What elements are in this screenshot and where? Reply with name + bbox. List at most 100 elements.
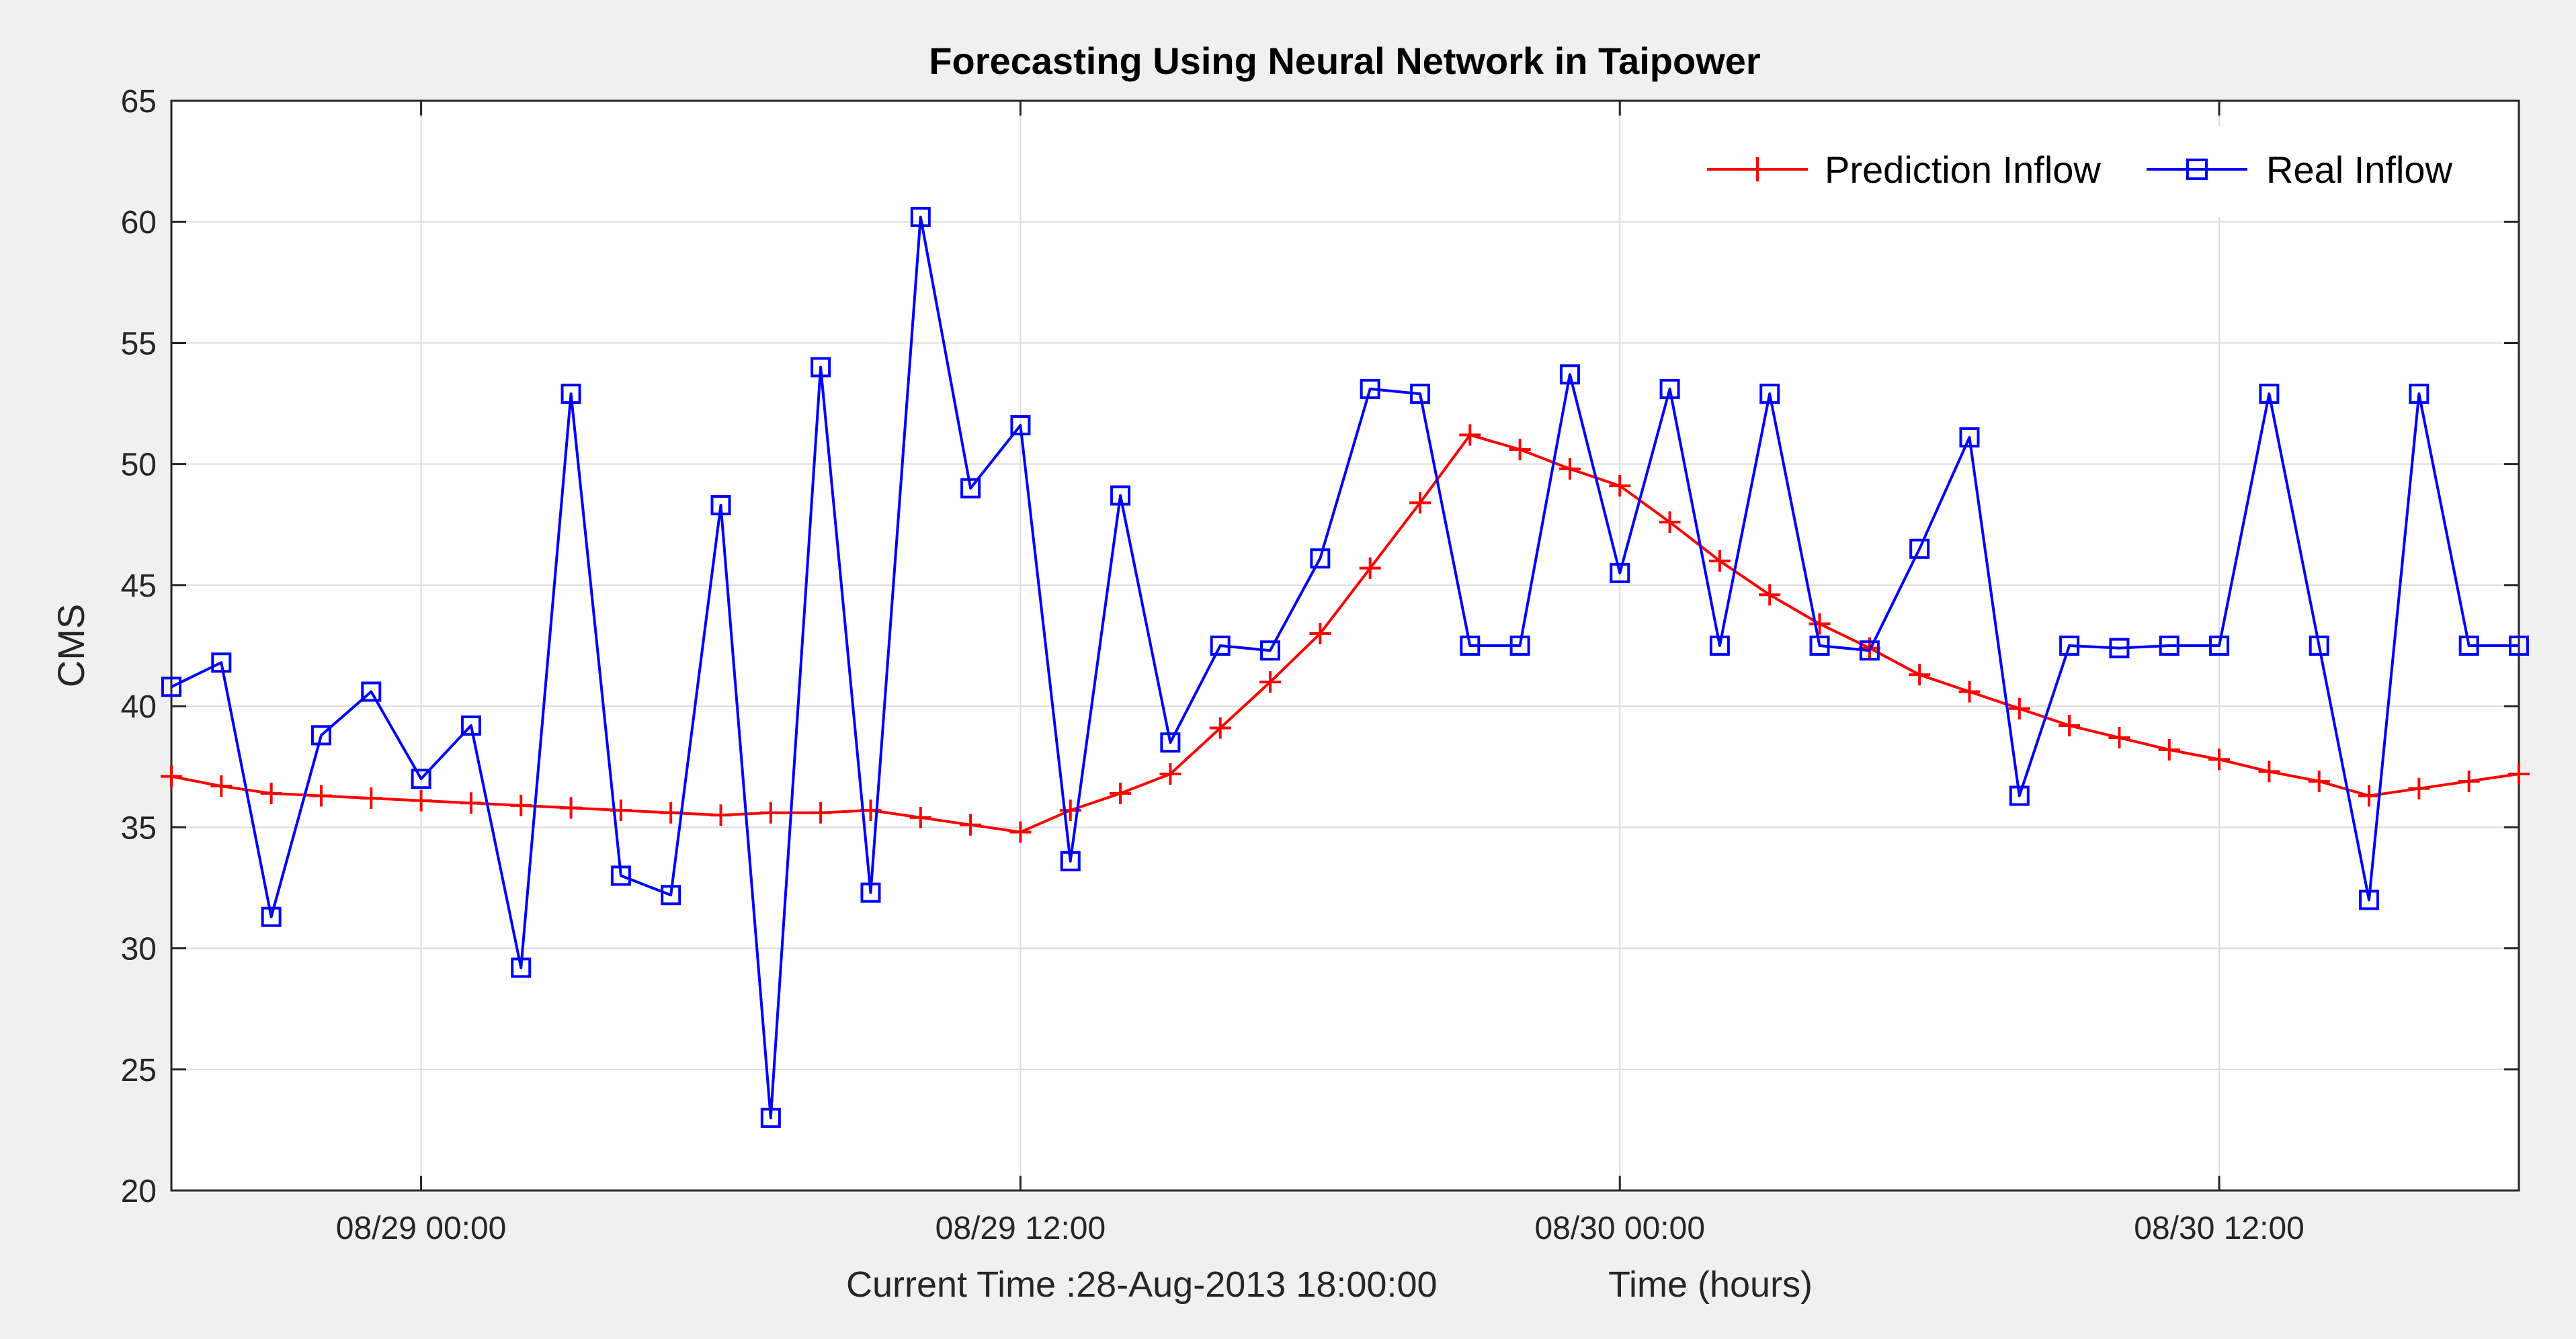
x-axis-label: Time (hours)	[1608, 1264, 1813, 1305]
legend-label-real: Real Inflow	[2266, 148, 2453, 191]
y-tick-label: 20	[121, 1174, 157, 1209]
data-point-square	[1110, 485, 1131, 506]
data-point-plus	[210, 775, 233, 797]
data-point-square	[2009, 785, 2030, 806]
data-point-plus	[2059, 714, 2081, 736]
data-point-plus	[2158, 738, 2180, 761]
data-point-square	[811, 357, 831, 378]
data-point-plus	[759, 802, 782, 824]
data-point-plus	[1559, 458, 1581, 480]
data-point-plus	[1509, 439, 1531, 461]
data-point-square	[411, 769, 431, 789]
data-point-plus	[510, 794, 532, 816]
data-point-square	[211, 652, 232, 673]
data-point-square	[2409, 384, 2429, 404]
data-point-square	[1759, 384, 1780, 404]
data-point-plus	[2258, 761, 2280, 783]
data-point-square	[1260, 640, 1281, 661]
data-point-square	[1809, 636, 1830, 656]
data-point-plus	[360, 787, 382, 810]
data-point-plus	[310, 785, 332, 807]
legend-box	[1694, 126, 2493, 217]
data-point-plus	[1110, 782, 1132, 804]
x-tick-label: 08/29 12:00	[936, 1211, 1106, 1246]
data-point-square	[1959, 427, 1980, 448]
data-point-plus	[2358, 785, 2380, 807]
data-point-square	[960, 478, 981, 499]
legend: Prediction Inflow Real Inflow	[1694, 126, 2493, 217]
data-point-plus	[1359, 557, 1381, 579]
series-layer	[161, 207, 2530, 1128]
data-point-square	[1559, 364, 1580, 385]
y-tick-label: 55	[121, 326, 157, 361]
data-point-square	[661, 885, 681, 906]
data-point-plus	[1708, 550, 1731, 572]
data-point-square	[1409, 384, 1430, 404]
data-point-square	[2359, 890, 2380, 910]
data-point-square	[310, 725, 331, 746]
y-tick-label: 45	[121, 568, 157, 604]
data-point-square	[1210, 636, 1231, 656]
data-point-plus	[1659, 511, 1681, 533]
legend-label-prediction: Prediction Inflow	[1825, 148, 2101, 191]
data-point-square	[710, 494, 731, 515]
data-point-square	[560, 384, 581, 404]
y-tick-label: 50	[121, 447, 157, 483]
data-point-square	[1610, 562, 1630, 583]
data-point-plus	[2208, 748, 2231, 771]
data-point-square	[2059, 636, 2080, 656]
data-point-square	[1010, 415, 1031, 435]
data-point-plus	[2108, 726, 2130, 748]
data-point-plus	[1209, 717, 1231, 739]
y-tick-label: 25	[121, 1053, 157, 1088]
data-point-square	[1460, 636, 1481, 656]
data-point-plus	[1409, 492, 1431, 514]
data-point-square	[2458, 636, 2479, 656]
data-point-plus	[1309, 622, 1331, 644]
data-point-plus	[2508, 763, 2530, 785]
data-point-plus	[909, 806, 931, 828]
data-point-square	[1859, 640, 1880, 661]
data-point-square	[1360, 378, 1380, 399]
data-point-square	[610, 865, 631, 886]
data-point-plus	[2008, 697, 2030, 720]
data-point-plus	[1009, 821, 1032, 843]
data-point-square	[760, 1107, 781, 1128]
data-point-square	[361, 681, 382, 702]
data-point-plus	[161, 765, 182, 787]
data-point-plus	[410, 789, 432, 812]
data-point-square	[1659, 378, 1680, 399]
data-point-square	[2109, 638, 2130, 658]
data-point-plus	[710, 804, 732, 826]
data-point-plus	[1759, 584, 1781, 606]
y-tick-label: 65	[121, 84, 157, 120]
y-tick-label: 60	[121, 205, 157, 241]
data-point-square	[261, 906, 282, 927]
data-point-plus	[460, 792, 482, 814]
data-point-plus	[1958, 681, 1981, 703]
data-point-square	[1709, 636, 1730, 656]
data-point-square	[1909, 538, 1930, 559]
data-point-square	[1160, 732, 1181, 753]
data-point-plus	[1609, 475, 1631, 497]
data-point-square	[910, 207, 931, 228]
data-point-square	[2259, 384, 2280, 404]
data-point-plus	[2308, 770, 2330, 792]
data-point-square	[460, 715, 481, 736]
data-point-square	[1310, 548, 1331, 569]
data-point-square	[161, 677, 181, 697]
y-axis-label: CMS	[50, 604, 92, 687]
data-point-square	[1060, 851, 1081, 871]
legend-marker-square	[2186, 159, 2208, 180]
x-tick-label: 08/29 00:00	[336, 1211, 507, 1246]
current-time-label: Current Time :28-Aug-2013 18:00:00	[846, 1264, 1438, 1305]
chart-title: Forecasting Using Neural Network in Taip…	[929, 40, 1760, 82]
data-point-plus	[2408, 777, 2430, 800]
data-point-plus	[810, 802, 832, 824]
data-point-square	[511, 957, 532, 978]
data-point-plus	[260, 782, 282, 804]
data-point-square	[860, 882, 881, 903]
data-point-plus	[2458, 770, 2480, 792]
series-real-inflow	[161, 207, 2529, 1128]
